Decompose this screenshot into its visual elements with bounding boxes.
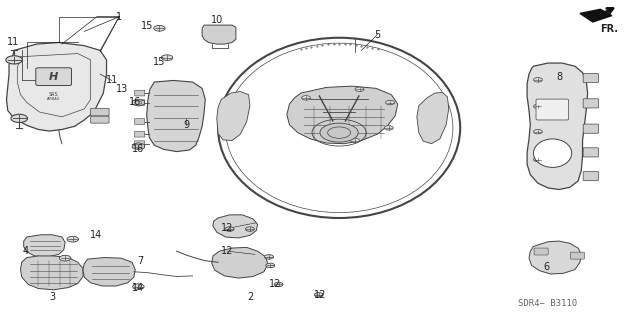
Polygon shape (417, 93, 449, 144)
Circle shape (534, 78, 542, 82)
FancyBboxPatch shape (134, 90, 145, 96)
Text: AIRBAG: AIRBAG (47, 97, 60, 101)
FancyBboxPatch shape (583, 73, 598, 83)
Polygon shape (529, 241, 581, 274)
Text: 9: 9 (183, 120, 189, 130)
Polygon shape (527, 63, 588, 189)
Polygon shape (287, 86, 397, 144)
Polygon shape (217, 92, 250, 141)
Circle shape (351, 138, 360, 143)
Text: FR.: FR. (600, 24, 618, 33)
Text: 15: 15 (153, 57, 166, 67)
Text: SRS: SRS (49, 92, 58, 97)
Circle shape (534, 157, 542, 162)
FancyBboxPatch shape (583, 124, 598, 133)
Text: 12: 12 (314, 290, 326, 300)
Text: 12: 12 (269, 279, 282, 289)
FancyBboxPatch shape (134, 131, 145, 137)
Text: 14: 14 (90, 230, 102, 241)
Text: SDR4− B3110: SDR4− B3110 (518, 299, 577, 308)
Text: 1: 1 (116, 11, 122, 22)
Circle shape (6, 56, 22, 64)
Circle shape (11, 114, 28, 122)
Circle shape (355, 87, 364, 92)
FancyBboxPatch shape (134, 100, 145, 105)
Circle shape (246, 227, 254, 231)
Text: 6: 6 (543, 262, 549, 272)
Polygon shape (213, 215, 257, 238)
Circle shape (534, 130, 542, 134)
Text: 13: 13 (116, 84, 129, 94)
Text: 3: 3 (49, 292, 56, 302)
Polygon shape (24, 235, 65, 257)
Circle shape (154, 26, 165, 31)
Circle shape (225, 227, 234, 231)
Text: 15: 15 (141, 21, 153, 31)
Text: 14: 14 (132, 283, 145, 293)
Circle shape (264, 255, 273, 259)
Text: 11: 11 (106, 76, 118, 85)
FancyBboxPatch shape (570, 252, 584, 259)
FancyBboxPatch shape (134, 119, 145, 124)
FancyBboxPatch shape (91, 116, 109, 123)
Polygon shape (132, 99, 145, 106)
Text: 11: 11 (7, 38, 19, 48)
Polygon shape (147, 80, 205, 152)
Circle shape (386, 100, 394, 105)
Circle shape (67, 236, 79, 242)
Circle shape (534, 104, 542, 108)
Text: 12: 12 (221, 223, 234, 234)
Circle shape (274, 282, 283, 286)
Text: 12: 12 (221, 246, 234, 256)
FancyBboxPatch shape (583, 99, 598, 108)
Polygon shape (83, 257, 135, 286)
Text: 2: 2 (247, 292, 253, 302)
Circle shape (161, 55, 173, 61)
Circle shape (301, 96, 310, 100)
Polygon shape (580, 9, 612, 22)
Polygon shape (132, 143, 145, 150)
Text: 16: 16 (129, 97, 141, 107)
Polygon shape (202, 25, 236, 44)
Polygon shape (20, 256, 83, 290)
Text: 4: 4 (22, 246, 29, 256)
Ellipse shape (534, 139, 572, 167)
Circle shape (314, 293, 323, 297)
Circle shape (132, 284, 144, 289)
Text: 8: 8 (556, 72, 562, 82)
Text: 5: 5 (374, 30, 380, 40)
Text: 10: 10 (211, 15, 223, 26)
Polygon shape (212, 248, 268, 278)
FancyBboxPatch shape (583, 148, 598, 157)
Circle shape (60, 255, 71, 261)
FancyBboxPatch shape (583, 172, 598, 181)
Circle shape (385, 126, 394, 130)
FancyBboxPatch shape (536, 99, 568, 120)
FancyBboxPatch shape (36, 68, 72, 85)
Text: H: H (49, 72, 58, 82)
Circle shape (320, 123, 358, 142)
Circle shape (266, 263, 275, 268)
Text: 7: 7 (137, 256, 143, 266)
FancyBboxPatch shape (134, 141, 145, 146)
Polygon shape (6, 42, 106, 131)
FancyBboxPatch shape (534, 248, 548, 255)
FancyBboxPatch shape (91, 108, 109, 116)
Text: 16: 16 (132, 145, 145, 154)
